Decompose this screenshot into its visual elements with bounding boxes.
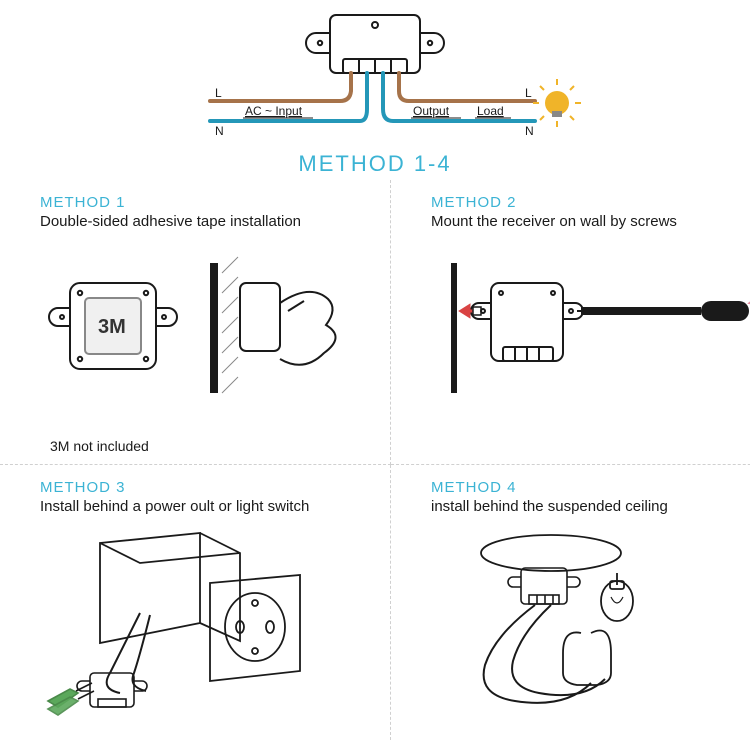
method-3-cell: METHOD 3 Install behind a power oult or …: [0, 465, 391, 740]
method-1-caption: 3M not included: [50, 438, 360, 454]
main-title: METHOD 1-4: [298, 151, 451, 177]
N-label-left: N: [215, 124, 224, 138]
method-3-label: METHOD 3: [40, 479, 360, 496]
ac-input-label: AC ~ Input: [245, 104, 303, 118]
method-4-cell: METHOD 4 install behind the suspended ce…: [391, 465, 750, 740]
L-label-left: L: [215, 86, 222, 100]
tape-3m-label: 3M: [98, 316, 126, 338]
method-1-label: METHOD 1: [40, 194, 360, 211]
method-1-illustration: 3M: [40, 238, 360, 438]
method-2-label: METHOD 2: [431, 194, 750, 211]
N-label-right: N: [525, 124, 534, 138]
method-1-desc: Double-sided adhesive tape installation: [40, 213, 360, 230]
wiring-svg: L N L N AC ~ Input Output Load: [165, 3, 585, 143]
method-4-desc: install behind the suspended ceiling: [431, 498, 750, 515]
L-label-right: L: [525, 86, 532, 100]
method-4-label: METHOD 4: [431, 479, 750, 496]
method-2-cell: METHOD 2 Mount the receiver on wall by s…: [391, 180, 750, 465]
wiring-diagram-header: L N L N AC ~ Input Output Load: [0, 0, 750, 180]
methods-grid: METHOD 1 Double-sided adhesive tape inst…: [0, 180, 750, 740]
output-label: Output: [413, 104, 450, 118]
bulb-icon: [533, 79, 581, 127]
load-label: Load: [477, 104, 504, 118]
method-3-desc: Install behind a power oult or light swi…: [40, 498, 360, 515]
method-4-illustration: [431, 523, 750, 723]
method-2-desc: Mount the receiver on wall by screws: [431, 213, 750, 230]
method-3-illustration: [40, 523, 360, 723]
method-2-illustration: [431, 238, 750, 438]
method-1-cell: METHOD 1 Double-sided adhesive tape inst…: [0, 180, 391, 465]
